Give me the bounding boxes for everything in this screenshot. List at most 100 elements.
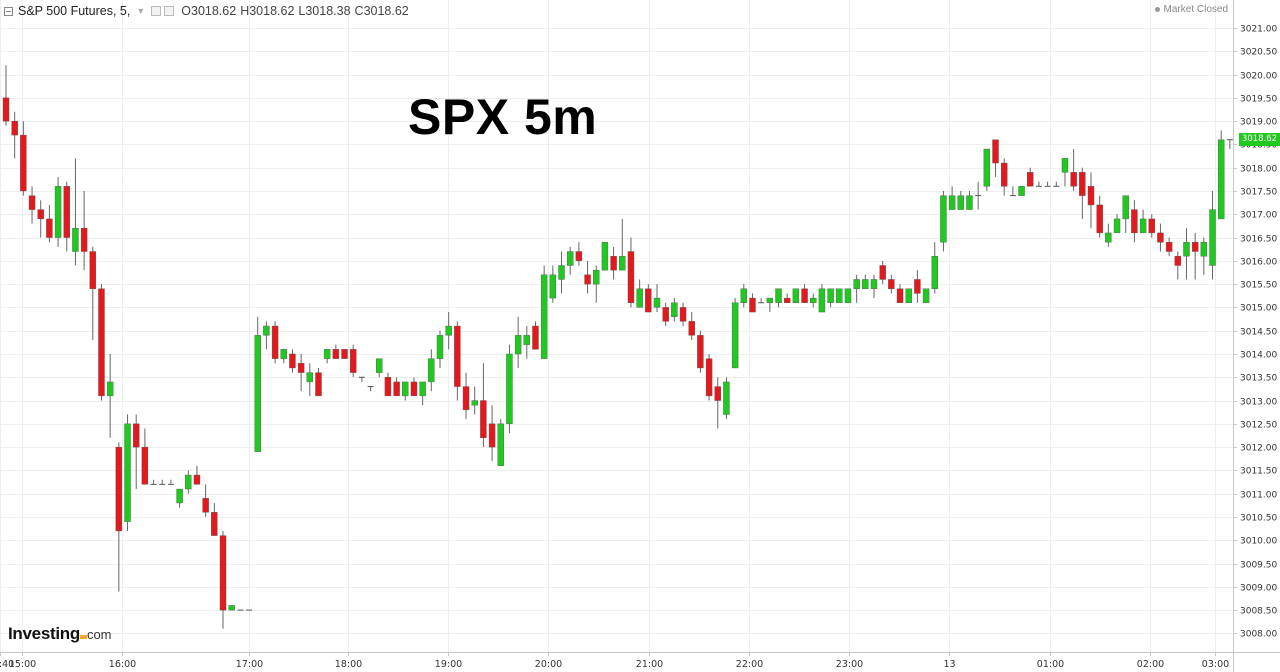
candle-body xyxy=(905,288,912,303)
candle xyxy=(367,386,374,392)
candle xyxy=(905,288,912,303)
settings-icon[interactable] xyxy=(151,6,162,16)
candle-body xyxy=(384,377,392,397)
candle xyxy=(445,312,452,350)
candle-body xyxy=(1183,241,1190,257)
candle xyxy=(20,121,27,196)
candle xyxy=(679,302,687,327)
candle xyxy=(766,297,774,313)
candle xyxy=(610,246,617,280)
candle xyxy=(792,288,800,303)
market-status-text: Market Closed xyxy=(1163,4,1228,15)
candle-body xyxy=(679,307,687,322)
close-value: 3018.62 xyxy=(363,4,409,18)
candle xyxy=(202,484,209,517)
candle xyxy=(132,414,140,490)
candle-series xyxy=(2,65,1233,629)
high-label: H xyxy=(240,4,250,18)
candle xyxy=(271,321,279,364)
candle-body xyxy=(532,325,539,350)
close-label: C xyxy=(354,4,364,18)
candle xyxy=(1070,149,1077,191)
y-tick-label: 3010.00 xyxy=(1240,537,1277,547)
candle xyxy=(940,190,947,252)
candle-body xyxy=(462,386,470,411)
candle xyxy=(297,353,305,392)
candle xyxy=(1226,139,1233,150)
candle xyxy=(749,293,756,313)
open-value: 3018.62 xyxy=(191,4,237,18)
candle xyxy=(966,190,973,210)
candle-body xyxy=(2,97,10,122)
candle-body xyxy=(922,288,930,303)
y-tick-label: 3008.00 xyxy=(1240,630,1277,640)
candle-body xyxy=(11,120,18,136)
candle-body xyxy=(124,423,131,522)
candle-body xyxy=(619,255,626,271)
candle xyxy=(1148,214,1155,238)
candle xyxy=(879,260,886,285)
candle xyxy=(185,470,192,494)
candle-body xyxy=(289,353,296,369)
candle xyxy=(992,139,999,177)
candle-body xyxy=(723,381,730,415)
candle-body xyxy=(714,386,721,401)
candle xyxy=(627,237,635,308)
candle-body xyxy=(992,139,999,164)
candle xyxy=(1105,223,1112,247)
candle xyxy=(28,186,36,224)
candle xyxy=(37,200,44,238)
candle xyxy=(975,181,982,210)
candle xyxy=(358,376,365,382)
candle xyxy=(1018,186,1025,196)
candle xyxy=(150,479,157,485)
close-icon[interactable] xyxy=(164,6,175,16)
collapse-icon[interactable] xyxy=(4,6,13,16)
candle-body xyxy=(1157,232,1164,243)
candle xyxy=(393,377,400,397)
candle-body xyxy=(862,279,869,289)
candle xyxy=(1061,158,1069,187)
candle-body xyxy=(471,400,478,406)
candle xyxy=(983,148,991,191)
candle-body xyxy=(966,195,973,210)
y-tick-label: 3017.50 xyxy=(1240,188,1277,198)
candle xyxy=(124,414,131,531)
y-tick-label: 3009.50 xyxy=(1240,561,1277,571)
caret-down-icon[interactable]: ▼ xyxy=(136,6,146,16)
candle xyxy=(1139,209,1147,234)
candle-body xyxy=(1191,241,1199,252)
candle-body xyxy=(662,307,669,322)
y-tick-label: 3019.00 xyxy=(1240,118,1277,128)
candle xyxy=(176,488,183,508)
candle-body xyxy=(853,279,860,289)
candle-body xyxy=(480,400,487,438)
candle xyxy=(46,204,53,243)
candle xyxy=(323,349,331,364)
y-tick-label: 3020.50 xyxy=(1240,48,1277,58)
candle xyxy=(63,181,70,252)
candle-body xyxy=(827,288,834,303)
x-tick-label: 01:00 xyxy=(1037,659,1064,670)
candle-body xyxy=(1122,195,1129,220)
x-tick-label: 15:00 xyxy=(9,659,36,670)
x-tick-label: 21:00 xyxy=(636,659,663,670)
candle xyxy=(306,363,313,396)
candle-body xyxy=(132,423,140,448)
candle-body xyxy=(193,474,201,485)
candle-body xyxy=(28,195,36,210)
candle-body xyxy=(601,241,609,271)
candle xyxy=(332,344,340,359)
candle-body xyxy=(1061,158,1069,173)
y-tick-label: 3013.00 xyxy=(1240,398,1277,408)
candle-body xyxy=(350,349,357,373)
y-tick-label: 3020.00 xyxy=(1240,72,1277,82)
candle-body xyxy=(115,446,123,532)
candle-body xyxy=(1070,172,1077,187)
candle xyxy=(844,288,852,303)
y-tick-label: 3010.50 xyxy=(1240,514,1277,524)
candle xyxy=(523,326,530,359)
open-label: O xyxy=(181,4,191,18)
candle-body xyxy=(705,358,713,397)
candle xyxy=(1131,200,1138,243)
